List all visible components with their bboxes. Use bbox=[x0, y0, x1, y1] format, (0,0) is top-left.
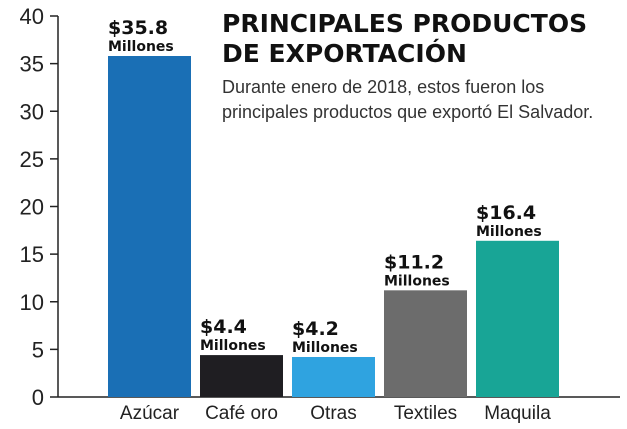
chart-subtitle-line-1: Durante enero de 2018, estos fueron los bbox=[222, 77, 544, 97]
chart-title-line-2: DE EXPORTACIÓN bbox=[222, 38, 467, 68]
bar bbox=[200, 355, 283, 397]
value-labels: $35.8Millones$4.4Millones$4.2Millones$11… bbox=[108, 17, 542, 356]
x-tick-label: Textiles bbox=[394, 403, 457, 424]
y-tick-label: 25 bbox=[20, 147, 44, 172]
data-label-value: $4.2 bbox=[292, 318, 339, 340]
y-tick-label: 20 bbox=[20, 195, 44, 220]
data-label-value: $4.4 bbox=[200, 316, 247, 338]
x-tick-label: Maquila bbox=[484, 403, 551, 424]
chart-title-line-1: PRINCIPALES PRODUCTOS bbox=[222, 9, 587, 38]
data-label-unit: Millones bbox=[384, 273, 450, 289]
bar bbox=[292, 356, 375, 397]
x-tick-label: Otras bbox=[310, 403, 356, 424]
bars bbox=[108, 56, 559, 397]
data-label-unit: Millones bbox=[108, 39, 174, 55]
data-label-unit: Millones bbox=[200, 338, 266, 354]
y-tick-label: 15 bbox=[20, 242, 44, 267]
data-label-unit: Millones bbox=[292, 340, 358, 356]
data-label-unit: Millones bbox=[476, 224, 542, 240]
y-tick-label: 40 bbox=[20, 4, 44, 29]
category-labels: Azúcar Café oro Otras Textiles Maquila bbox=[120, 403, 551, 424]
bar bbox=[476, 240, 559, 397]
chart-subtitle-line-2: principales productos que exportó El Sal… bbox=[222, 102, 593, 122]
bar bbox=[384, 290, 467, 397]
y-tick-label: 10 bbox=[20, 290, 44, 315]
y-tick-label: 30 bbox=[20, 99, 44, 124]
bar bbox=[108, 56, 191, 397]
data-label-value: $35.8 bbox=[108, 17, 168, 39]
y-tick-label: 35 bbox=[20, 52, 44, 77]
y-axis: 0 5 10 15 20 25 30 35 40 bbox=[20, 4, 620, 410]
y-tick-label: 0 bbox=[32, 385, 44, 410]
x-tick-label: Café oro bbox=[205, 403, 278, 424]
data-label-value: $11.2 bbox=[384, 251, 444, 273]
x-tick-label: Azúcar bbox=[120, 403, 180, 424]
data-label-value: $16.4 bbox=[476, 202, 536, 224]
y-tick-label: 5 bbox=[32, 337, 44, 362]
